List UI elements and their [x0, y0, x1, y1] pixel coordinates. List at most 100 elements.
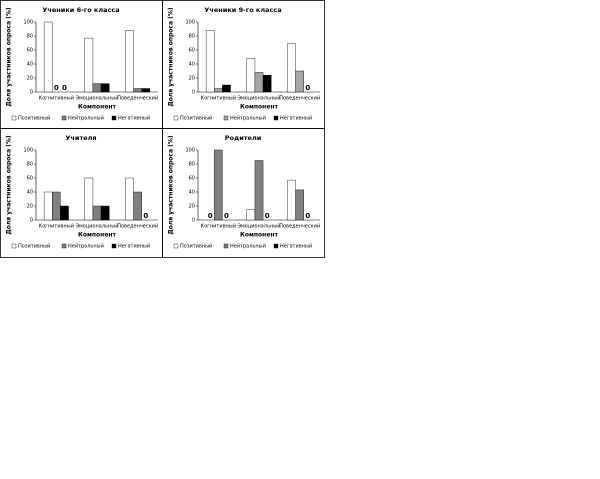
y-tick-label: 100: [185, 20, 195, 26]
bar: [254, 72, 264, 93]
y-tick-label: 40: [27, 62, 33, 68]
legend-swatch: [223, 243, 229, 249]
value-label: 0: [208, 212, 213, 220]
y-tick-label: 20: [189, 204, 195, 210]
bar: [100, 205, 110, 221]
y-axis-label: Доля участников опроса (%): [6, 135, 13, 234]
bar: [254, 160, 264, 221]
x-axis-label: Компонент: [240, 104, 279, 111]
bar: [246, 209, 256, 221]
bar: [246, 58, 256, 93]
legend-swatch: [61, 115, 67, 121]
bar: [262, 74, 272, 93]
legend-swatch: [273, 115, 279, 121]
chart-title: Ученики 9-го класса: [204, 6, 281, 14]
y-tick-label: 80: [27, 162, 33, 168]
bar: [125, 30, 134, 93]
legend-swatch: [173, 115, 179, 121]
y-tick-label: 40: [27, 190, 33, 196]
legend-label: Позитивный: [18, 243, 50, 250]
bar: [295, 189, 304, 221]
bar: [214, 149, 223, 221]
bar: [141, 88, 151, 93]
y-tick-label: 0: [192, 90, 195, 96]
chart-title: Родители: [225, 134, 262, 142]
y-tick-label: 100: [23, 20, 33, 26]
x-tick-label: Поведенческий: [117, 223, 158, 230]
bar: [287, 179, 296, 221]
value-label: 0: [224, 212, 229, 220]
x-axis-label: Компонент: [78, 232, 117, 239]
panel-border: [162, 128, 325, 258]
x-tick-label: Поведенческий: [117, 95, 158, 102]
value-label: 0: [305, 84, 310, 92]
x-tick-label: Поведенческий: [279, 95, 320, 102]
bar: [84, 37, 94, 93]
legend-swatch: [61, 243, 67, 249]
x-tick-label: Когнитивный: [201, 95, 236, 102]
x-axis-label: Компонент: [78, 104, 117, 111]
y-tick-label: 40: [189, 62, 195, 68]
bar: [92, 83, 102, 93]
y-tick-label: 80: [189, 162, 195, 168]
bar: [133, 191, 142, 221]
bar: [205, 30, 215, 93]
chart-title: Ученики 6-го класса: [42, 6, 119, 14]
legend-label: Негативный: [280, 115, 312, 122]
bar: [84, 177, 94, 221]
chart-title: Учителя: [65, 134, 96, 142]
y-tick-label: 60: [27, 48, 33, 54]
y-tick-label: 20: [27, 204, 33, 210]
legend-label: Нейтральный: [68, 115, 104, 122]
legend-swatch: [273, 243, 279, 249]
y-axis-label: Доля участников опроса (%): [168, 7, 175, 106]
y-tick-label: 0: [30, 90, 33, 96]
x-tick-label: Эмоциональный: [238, 95, 281, 102]
legend-label: Нейтральный: [230, 243, 266, 250]
legend-label: Негативный: [118, 115, 150, 122]
y-tick-label: 20: [27, 76, 33, 82]
y-tick-label: 0: [30, 218, 33, 224]
x-tick-label: Когнитивный: [39, 223, 74, 230]
legend-label: Позитивный: [180, 115, 212, 122]
value-label: 0: [62, 84, 67, 92]
legend-label: Негативный: [280, 243, 312, 250]
legend-swatch: [173, 243, 179, 249]
x-tick-label: Когнитивный: [201, 223, 236, 230]
bar: [43, 191, 53, 221]
legend-swatch: [11, 115, 17, 121]
bar: [222, 84, 231, 93]
legend-swatch: [111, 243, 117, 249]
legend-label: Негативный: [118, 243, 150, 250]
y-tick-label: 100: [23, 148, 33, 154]
bar: [125, 177, 134, 221]
y-tick-label: 40: [189, 190, 195, 196]
y-axis-label: Доля участников опроса (%): [168, 135, 175, 234]
x-tick-label: Поведенческий: [279, 223, 320, 230]
legend-label: Нейтральный: [68, 243, 104, 250]
bar: [133, 88, 142, 93]
bar: [92, 205, 102, 221]
value-label: 0: [143, 212, 148, 220]
legend-swatch: [11, 243, 17, 249]
legend-label: Позитивный: [180, 243, 212, 250]
legend-swatch: [111, 115, 117, 121]
bar: [100, 83, 110, 93]
bar: [214, 88, 223, 93]
value-label: 0: [54, 84, 59, 92]
y-tick-label: 60: [27, 176, 33, 182]
y-tick-label: 80: [27, 34, 33, 40]
y-axis-label: Доля участников опроса (%): [6, 7, 13, 106]
bar: [43, 21, 53, 93]
x-tick-label: Эмоциональный: [76, 95, 119, 102]
legend-label: Позитивный: [18, 115, 50, 122]
x-tick-label: Эмоциональный: [76, 223, 119, 230]
y-tick-label: 100: [185, 148, 195, 154]
bar: [295, 70, 304, 93]
y-tick-label: 60: [189, 176, 195, 182]
y-tick-label: 20: [189, 76, 195, 82]
bar: [287, 43, 296, 93]
y-tick-label: 0: [192, 218, 195, 224]
